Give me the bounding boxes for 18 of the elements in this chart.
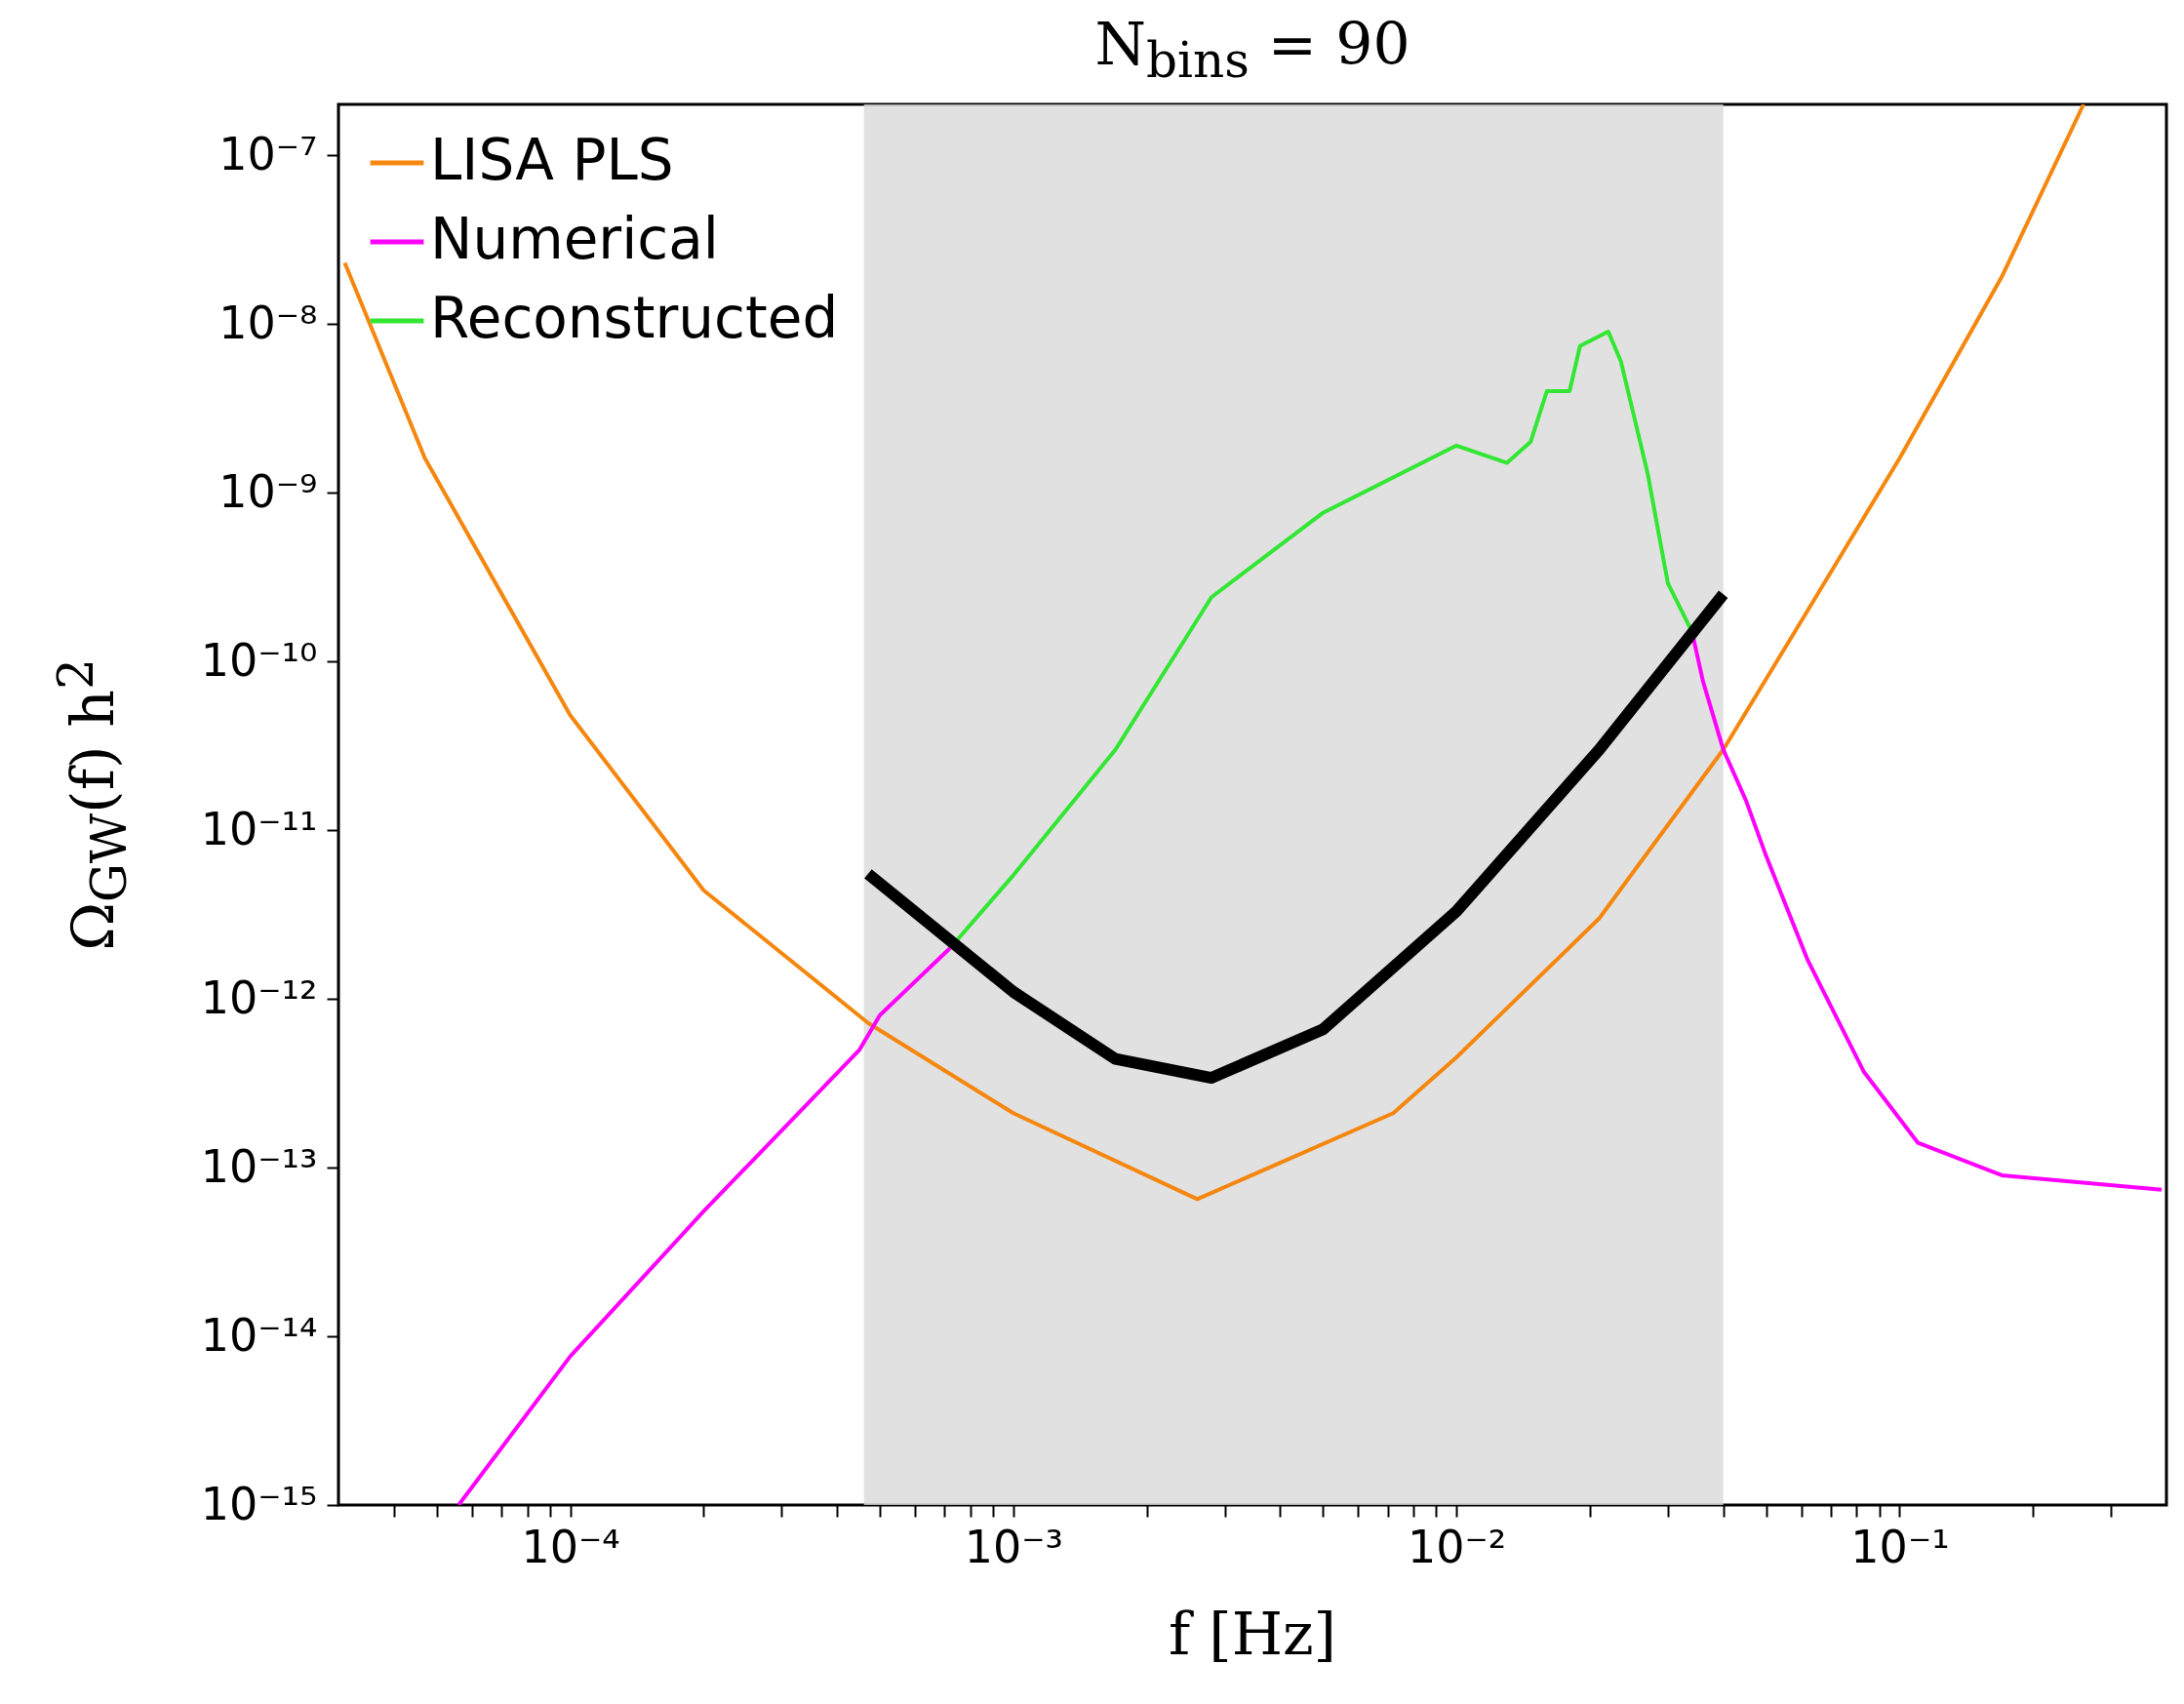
x-tick-label: 10⁻²: [1408, 1520, 1507, 1573]
y-tick-label: 10⁻¹⁵: [200, 1477, 318, 1530]
x-axis-title: f [Hz]: [1168, 1600, 1337, 1668]
x-tick-label: 10⁻³: [964, 1520, 1063, 1573]
x-tick-label: 10⁻¹: [1850, 1520, 1950, 1573]
x-tick-label: 10⁻⁴: [521, 1520, 620, 1573]
y-tick-label: 10⁻¹⁰: [200, 633, 318, 687]
legend-label: LISA PLS: [430, 127, 674, 193]
y-tick-label: 10⁻⁸: [218, 296, 318, 349]
legend-label: Reconstructed: [430, 285, 839, 351]
y-tick-label: 10⁻¹⁴: [200, 1308, 318, 1362]
legend-label: Numerical: [430, 206, 719, 272]
y-tick-label: 10⁻¹¹: [200, 802, 318, 855]
y-tick-label: 10⁻⁹: [218, 464, 318, 518]
y-tick-label: 10⁻⁷: [218, 127, 318, 180]
chart-title: N$_{bins}$ = 90: [1093, 10, 1411, 89]
y-tick-label: 10⁻¹³: [200, 1139, 318, 1193]
y-tick-label: 10⁻¹²: [200, 971, 318, 1024]
